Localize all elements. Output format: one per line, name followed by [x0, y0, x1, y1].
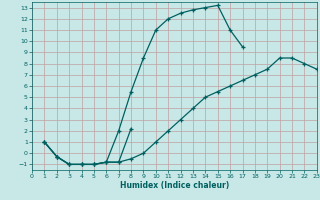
- X-axis label: Humidex (Indice chaleur): Humidex (Indice chaleur): [120, 181, 229, 190]
